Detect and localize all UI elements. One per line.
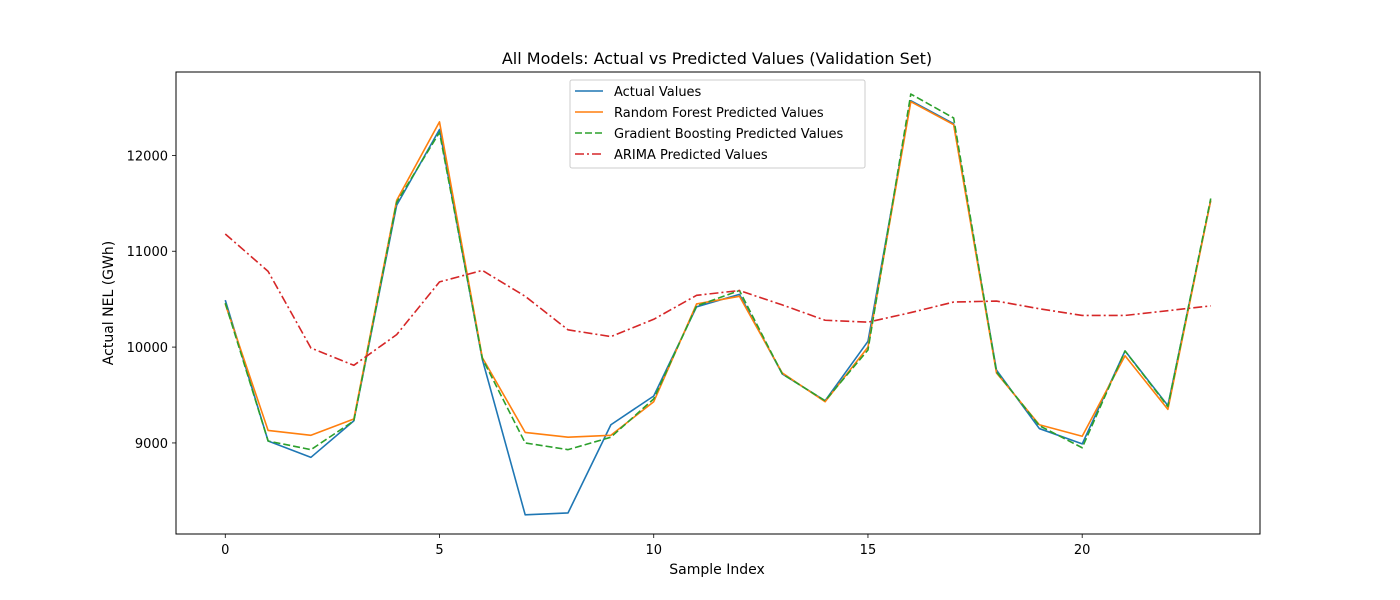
x-tick-label: 15	[860, 543, 877, 558]
x-tick-label: 0	[221, 543, 229, 558]
legend-label-2: Random Forest Predicted Values	[614, 106, 824, 121]
y-axis-label: Actual NEL (GWh)	[101, 241, 117, 365]
plot-area	[175, 71, 1261, 535]
y-tick-label: 11000	[127, 245, 168, 260]
x-tick-label: 20	[1074, 543, 1091, 558]
y-tick-label: 10000	[127, 341, 168, 356]
series-line-2	[224, 100, 1212, 438]
x-tick-label: 5	[435, 543, 443, 558]
x-axis-label: Sample Index	[669, 562, 764, 578]
chart-title: All Models: Actual vs Predicted Values (…	[502, 49, 932, 68]
y-axis-ticks: 9000 10000 11000 12000	[127, 149, 176, 452]
series-layer	[224, 93, 1212, 516]
legend-label-3: Gradient Boosting Predicted Values	[614, 127, 844, 142]
legend-label-1: Actual Values	[614, 85, 702, 100]
x-axis-ticks: 0 5 10 15 20	[221, 534, 1090, 558]
y-tick-label: 12000	[127, 149, 168, 164]
legend: Actual Values Random Forest Predicted Val…	[569, 79, 866, 169]
y-tick-label: 9000	[135, 437, 168, 452]
legend-label-4: ARIMA Predicted Values	[614, 148, 768, 163]
series-line-4	[224, 233, 1211, 367]
legend-box	[569, 79, 866, 169]
series-line-3	[224, 93, 1212, 451]
x-tick-label: 10	[645, 543, 662, 558]
